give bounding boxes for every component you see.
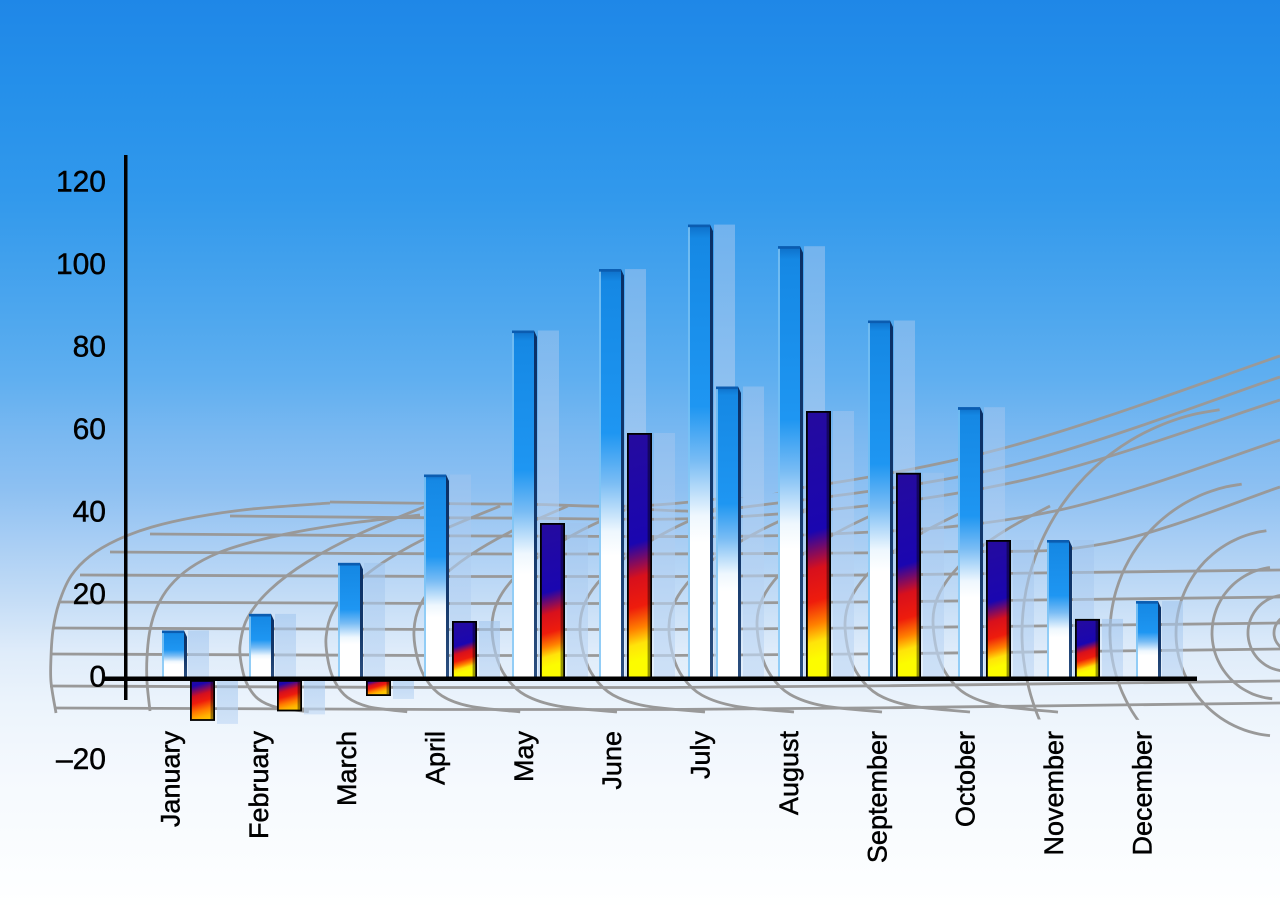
svg-text:40: 40 (73, 496, 106, 529)
svg-text:July: July (686, 731, 716, 780)
svg-text:October: October (951, 731, 981, 827)
svg-text:January: January (155, 731, 185, 828)
svg-text:February: February (244, 731, 274, 840)
svg-text:June: June (597, 731, 627, 790)
svg-text:November: November (1039, 731, 1069, 856)
svg-text:80: 80 (73, 331, 106, 364)
svg-text:April: April (421, 731, 451, 785)
svg-text:December: December (1127, 731, 1157, 856)
svg-text:–20: –20 (56, 743, 106, 776)
svg-text:August: August (774, 731, 804, 816)
svg-text:100: 100 (56, 248, 106, 281)
svg-text:60: 60 (73, 413, 106, 446)
svg-text:May: May (509, 731, 539, 783)
svg-text:0: 0 (89, 661, 106, 694)
svg-text:20: 20 (73, 578, 106, 611)
svg-text:March: March (332, 731, 362, 806)
svg-text:120: 120 (56, 166, 106, 199)
svg-text:September: September (862, 731, 892, 863)
